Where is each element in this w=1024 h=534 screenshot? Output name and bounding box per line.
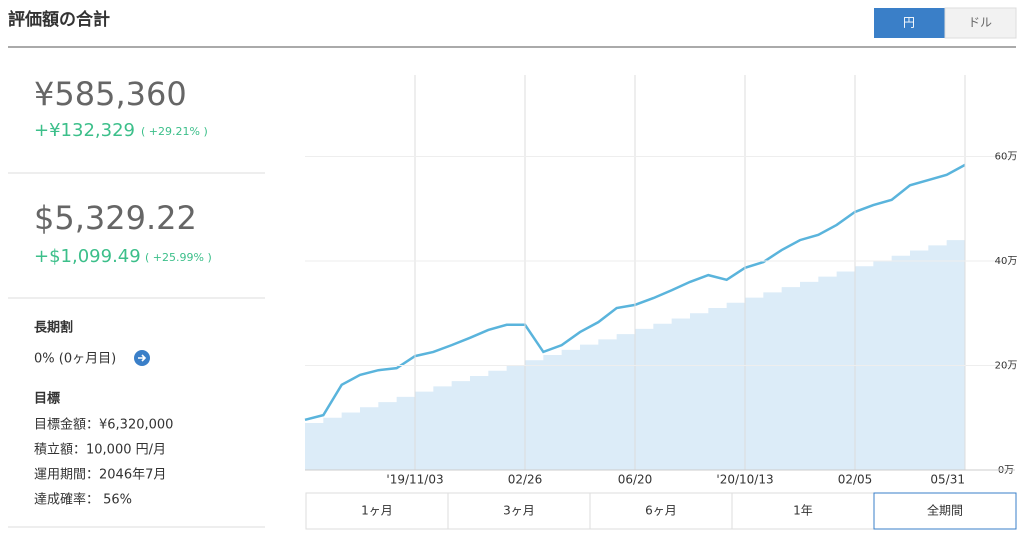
link-arrow (138, 354, 147, 362)
toggle-bg (874, 8, 945, 38)
range-button-label: 6ヶ月 (645, 504, 677, 518)
discount-label: 長期割 (34, 320, 73, 336)
range-button-label: 1ヶ月 (361, 504, 393, 518)
goal-line: 運用期間：2046年7月 (34, 468, 166, 483)
goal-label: 目標 (34, 391, 60, 407)
gain-pct-yen: ( +29.21% ) (141, 125, 208, 138)
toggle-label: ドル (968, 16, 992, 30)
discount-link[interactable] (134, 350, 150, 366)
range-button[interactable]: 1ヶ月 (305, 492, 449, 530)
goal-line: 目標金額：¥6,320,000 (34, 417, 173, 433)
x-tick-label: 05/31 (930, 473, 965, 487)
x-tick-label: 06/20 (618, 473, 653, 487)
range-button-bg (305, 492, 449, 530)
toggle-usd[interactable]: ドル (944, 7, 1017, 39)
x-tick-label: 02/26 (508, 473, 543, 487)
y-tick-label: 40万 (995, 256, 1018, 267)
toggle-bg (944, 7, 1017, 39)
x-tick-label: '19/11/03 (386, 473, 443, 487)
range-button-bg (731, 492, 875, 530)
goal-line: 積立額：10,000 円/月 (34, 443, 166, 458)
range-button[interactable]: 1年 (731, 492, 875, 530)
toggle-label: 円 (903, 16, 915, 30)
range-button[interactable]: 全期間 (873, 492, 1017, 530)
range-button-label: 全期間 (927, 503, 963, 518)
gain-usd: +$1,099.49 (34, 246, 141, 267)
range-button-label: 1年 (793, 504, 813, 518)
gain-pct-usd: ( +25.99% ) (145, 251, 212, 264)
toggle-yen[interactable]: 円 (874, 8, 945, 38)
y-tick-label: 60万 (995, 152, 1018, 163)
goal-line: 達成確率： 56% (34, 492, 132, 508)
y-tick-label: 20万 (995, 361, 1018, 372)
x-tick-label: '20/10/13 (716, 473, 773, 487)
total-usd: $5,329.22 (34, 199, 197, 237)
range-button[interactable]: 3ヶ月 (447, 492, 591, 530)
chart: '19/11/03 02/26 06/20'20/10/13 02/05 05/310万… (304, 75, 1018, 530)
range-button-label: 3ヶ月 (503, 504, 535, 518)
page-title: 評価額の合計 (8, 9, 110, 30)
range-button-bg (873, 492, 1017, 530)
x-tick-label: 02/05 (838, 473, 873, 487)
range-button[interactable]: 6ヶ月 (589, 492, 733, 530)
total-yen: ¥585,360 (34, 75, 187, 113)
discount-value: 0% (0ヶ月目) (34, 352, 116, 367)
gain-yen: +¥132,329 (34, 120, 135, 141)
